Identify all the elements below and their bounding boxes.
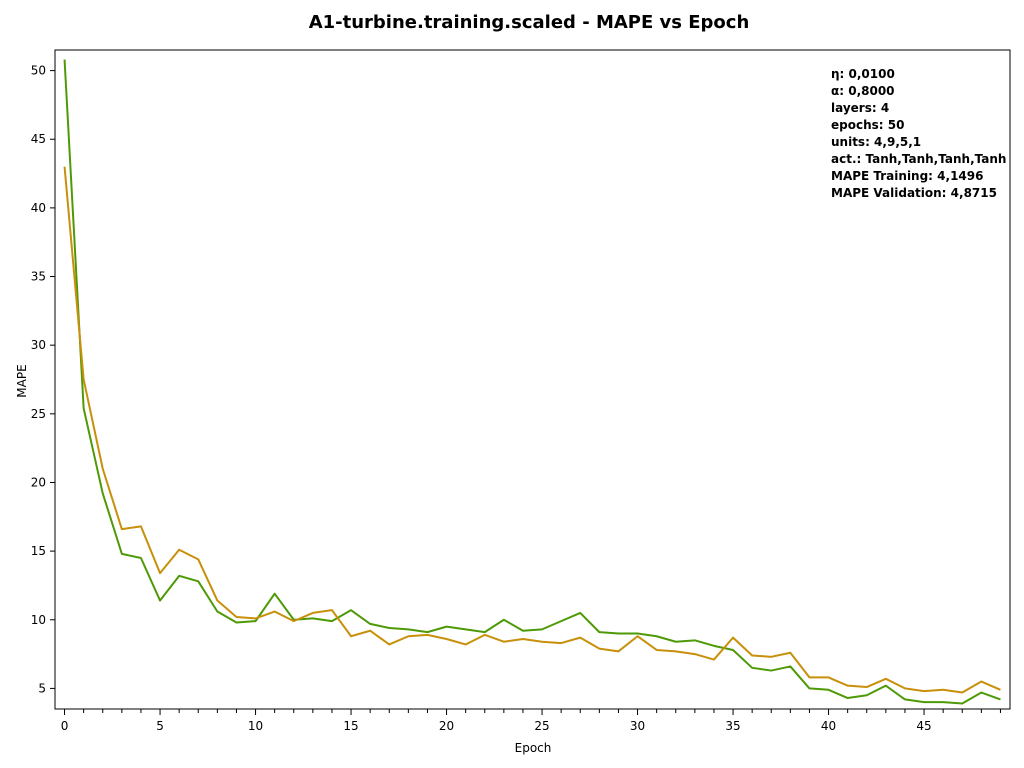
- x-tick-label: 30: [630, 719, 645, 733]
- x-tick-label: 15: [343, 719, 358, 733]
- x-tick-label: 40: [821, 719, 836, 733]
- plot-border: [54, 49, 1011, 710]
- x-tick-label: 10: [248, 719, 263, 733]
- x-tick-label: 20: [439, 719, 454, 733]
- series-line-validation: [63, 166, 1001, 694]
- y-tick-label: 25: [31, 407, 46, 421]
- y-tick-label: 5: [38, 681, 46, 695]
- y-tick-label: 40: [31, 201, 46, 215]
- series-line-training: [63, 59, 1001, 705]
- x-tick-label: 45: [916, 719, 931, 733]
- annotation-line: η: 0,0100: [831, 67, 895, 81]
- y-tick-label: 30: [31, 338, 46, 352]
- annotation-line: layers: 4: [831, 101, 889, 115]
- x-tick-label: 0: [61, 719, 69, 733]
- y-tick-label: 50: [31, 64, 46, 78]
- annotation-line: act.: Tanh,Tanh,Tanh,Tanh: [831, 152, 1006, 166]
- y-tick-label: 15: [31, 544, 46, 558]
- chart-title: A1-turbine.training.scaled - MAPE vs Epo…: [309, 12, 750, 33]
- annotation-line: MAPE Validation: 4,8715: [831, 186, 997, 200]
- plot-frame: [54, 49, 1011, 710]
- y-tick-label: 35: [31, 270, 46, 284]
- x-tick-label: 25: [534, 719, 549, 733]
- y-axis-label: MAPE: [15, 364, 29, 397]
- annotation-line: MAPE Training: 4,1496: [831, 169, 983, 183]
- y-tick-label: 45: [31, 132, 46, 146]
- annotation-line: α: 0,8000: [831, 84, 895, 98]
- x-axis-label: Epoch: [515, 741, 552, 755]
- hyperparameter-annotation: η: 0,0100 α: 0,8000 layers: 4 epochs: 50 uni…: [831, 67, 1006, 200]
- annotation-line: units: 4,9,5,1: [831, 135, 921, 149]
- annotation-line: epochs: 50: [831, 118, 904, 132]
- x-tick-label: 35: [725, 719, 740, 733]
- y-tick-label: 20: [31, 475, 46, 489]
- x-axis: 0 5 10 15 20 25 30 35 40 45: [61, 709, 1001, 733]
- y-tick-label: 10: [31, 613, 46, 627]
- series-layer: [63, 59, 1001, 705]
- x-tick-label: 5: [156, 719, 164, 733]
- y-axis: 5 10 15 20 25 30 35 40 45 50: [31, 64, 55, 695]
